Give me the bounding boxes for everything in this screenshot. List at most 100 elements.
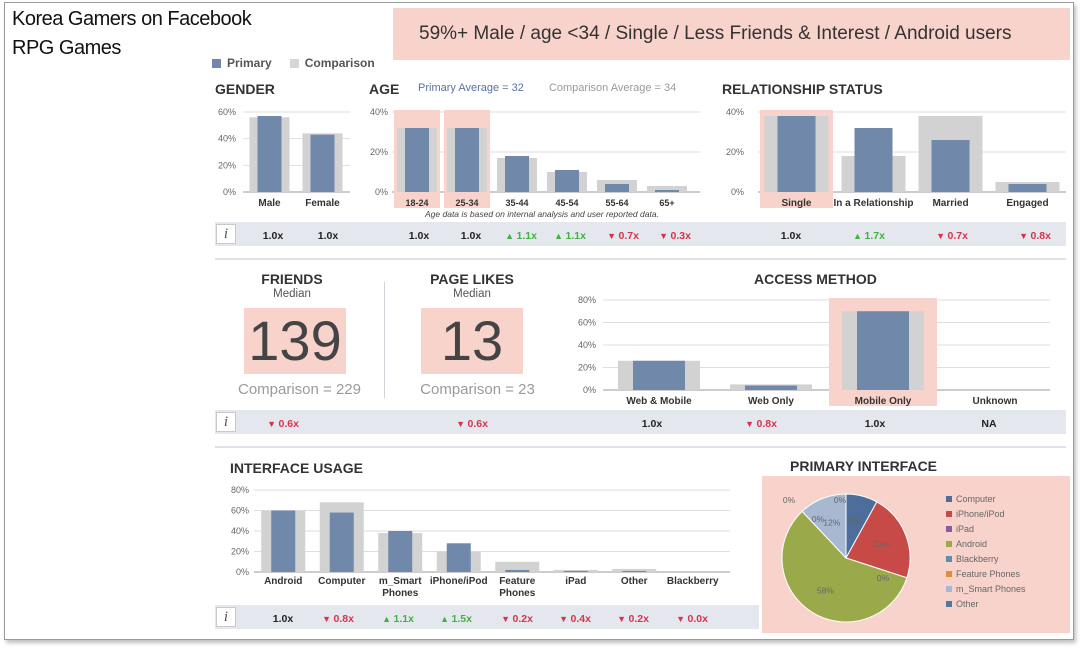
bar-primary xyxy=(777,116,816,192)
pie-slice xyxy=(781,510,908,623)
pie-legend-label: Android xyxy=(956,539,988,549)
pie-legend-label: m_Smart Phones xyxy=(956,584,1026,594)
legend-comparison: Comparison xyxy=(289,56,375,70)
y-tick-label: 40% xyxy=(578,340,596,350)
bar-primary xyxy=(257,116,282,192)
multiplier-text: 0.4x xyxy=(570,613,591,625)
bar-primary xyxy=(329,512,354,572)
multiplier-value: 1.0x xyxy=(461,230,481,242)
page-likes-median-label: Median xyxy=(453,288,491,300)
y-tick-label: 40% xyxy=(231,526,249,536)
multiplier-text: 1.1x xyxy=(393,613,414,625)
pie-slice-label: 0% xyxy=(812,514,825,524)
section-divider xyxy=(215,446,1066,448)
y-tick-label: 40% xyxy=(370,107,388,117)
legend-comparison-label: Comparison xyxy=(304,56,375,70)
friends-comparison: Comparison = 229 xyxy=(238,381,361,398)
y-tick-label: 0% xyxy=(375,187,388,197)
category-label: 55-64 xyxy=(605,198,628,208)
y-tick-label: 0% xyxy=(583,385,596,395)
category-label: iPhone/iPod xyxy=(430,576,488,587)
arrow-down-icon: ▼ xyxy=(322,614,334,624)
multiplier-down: ▼ 0.2x xyxy=(501,613,533,625)
pie-legend-item: Other xyxy=(946,599,979,609)
pie-legend-label: Feature Phones xyxy=(956,569,1021,579)
multiplier-text: 1.0x xyxy=(641,418,663,430)
pie-slice-label: 0% xyxy=(834,495,847,505)
multiplier-text: 0.0x xyxy=(687,613,708,625)
relationship-title: RELATIONSHIP STATUS xyxy=(722,81,883,97)
multiplier-text: 0.3x xyxy=(670,230,691,242)
pie-legend-item: Android xyxy=(946,539,987,549)
bar-primary xyxy=(605,184,629,192)
y-tick-label: 40% xyxy=(218,134,236,144)
multiplier-down: ▼ 0.3x xyxy=(659,230,691,242)
multiplier-value: 1.0x xyxy=(642,418,662,430)
pie-slice-label: 0% xyxy=(783,495,796,505)
multiplier-value: 1.0x xyxy=(781,230,801,242)
arrow-up-icon: ▲ xyxy=(382,614,394,624)
chart-relationship: 40% 20% 0% Single In a Relationship Married En… xyxy=(726,107,1066,209)
y-tick-label: 20% xyxy=(231,547,249,557)
multiplier-up: ▲ 1.1x xyxy=(505,230,537,242)
pie-legend-swatch xyxy=(946,571,952,577)
bar-primary xyxy=(745,385,797,390)
category-label: 18-24 xyxy=(405,198,428,208)
arrow-up-icon: ▲ xyxy=(440,614,452,624)
category-label: Mobile Only xyxy=(855,396,912,407)
multiplier-down: ▼ 0.0x xyxy=(676,613,708,625)
multiplier-down: ▼ 0.8x xyxy=(1019,230,1051,242)
category-label: 65+ xyxy=(659,198,674,208)
info-icon[interactable]: i xyxy=(216,607,236,627)
pie-legend-item: Blackberry xyxy=(946,554,999,564)
arrow-down-icon: ▼ xyxy=(456,419,468,429)
pie-legend-swatch xyxy=(946,601,952,607)
multiplier-down: ▼ 0.4x xyxy=(559,613,591,625)
multiplier-text: 1.7x xyxy=(864,230,885,242)
bar-primary xyxy=(505,569,530,572)
category-label: Unknown xyxy=(973,396,1018,407)
interface-title: INTERFACE USAGE xyxy=(230,460,364,476)
bar-primary xyxy=(405,128,429,192)
page-subtitle: RPG Games xyxy=(12,37,121,59)
legend-primary-swatch xyxy=(212,58,221,68)
arrow-down-icon: ▼ xyxy=(659,231,671,241)
category-label: iPad xyxy=(565,576,586,587)
category-label: Blackberry xyxy=(667,576,719,587)
bar-primary xyxy=(655,190,679,192)
pie-slice-label: 22% xyxy=(873,539,890,549)
category-label: Web & Mobile xyxy=(626,396,692,407)
y-tick-label: 0% xyxy=(731,187,744,197)
arrow-down-icon: ▼ xyxy=(559,614,571,624)
category-label: Female xyxy=(305,198,340,209)
category-label-line: Phones xyxy=(382,588,419,599)
category-label: Engaged xyxy=(1006,198,1048,209)
multiplier-text: 1.5x xyxy=(451,613,472,625)
bar-primary xyxy=(633,360,685,390)
category-label: Web Only xyxy=(748,396,794,407)
multiplier-text: 1.0x xyxy=(262,230,284,242)
multiplier-text: 0.8x xyxy=(1030,230,1051,242)
pie-legend-item: iPhone/iPod xyxy=(946,509,1005,519)
chart-access: 80% 60% 40% 20% 0% Web & Mobile Web Only Mobile… xyxy=(578,295,1050,407)
y-tick-label: 80% xyxy=(231,485,249,495)
category-label-line: Phones xyxy=(499,588,536,599)
multiplier-value: 1.0x xyxy=(409,230,429,242)
info-icon[interactable]: i xyxy=(216,412,236,432)
arrow-down-icon: ▼ xyxy=(267,419,279,429)
bar-primary xyxy=(563,570,588,572)
multiplier-down: ▼ 0.7x xyxy=(936,230,968,242)
primary-interface-title: PRIMARY INTERFACE xyxy=(790,458,938,474)
info-icon[interactable]: i xyxy=(216,224,236,244)
pie-legend-swatch xyxy=(946,541,952,547)
arrow-up-icon: ▲ xyxy=(505,231,517,241)
page-title: Korea Gamers on Facebook xyxy=(12,8,252,30)
pie-slice xyxy=(801,493,847,560)
friends-median-label: Median xyxy=(273,288,311,300)
multiplier-value: 1.0x xyxy=(263,230,283,242)
multiplier-text: 1.0x xyxy=(272,613,294,625)
bar-primary xyxy=(622,570,647,572)
chart-age: 40% 20% 0% 18-24 25-34 35-44 45-54 55-64 65+ xyxy=(370,107,700,208)
pie-legend-label: iPad xyxy=(956,524,975,534)
bar-primary xyxy=(271,510,296,572)
